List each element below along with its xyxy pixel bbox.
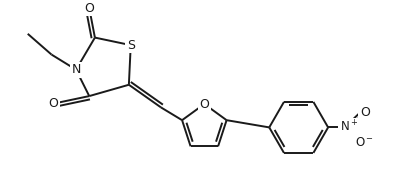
Text: O: O xyxy=(84,2,94,15)
Text: O: O xyxy=(48,97,58,110)
Text: $\mathregular{O^-}$: $\mathregular{O^-}$ xyxy=(355,136,374,149)
Text: O: O xyxy=(200,97,209,111)
Text: S: S xyxy=(127,39,135,52)
Text: $\mathregular{N^+}$: $\mathregular{N^+}$ xyxy=(340,120,358,135)
Text: N: N xyxy=(71,63,81,76)
Text: O: O xyxy=(360,106,370,119)
